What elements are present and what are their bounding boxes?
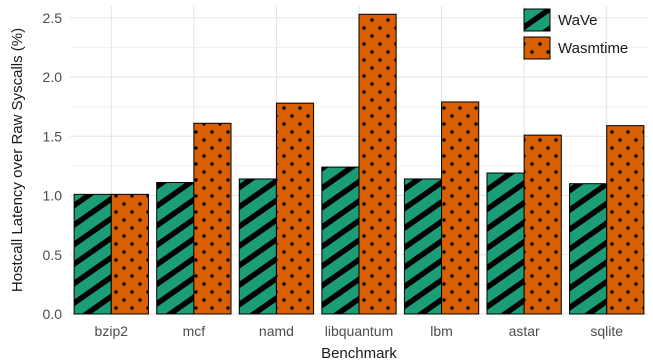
bar-wasmtime-bzip2: [110, 193, 149, 315]
y-tick-label: 0.0: [43, 306, 63, 322]
legend-label-wasmtime: Wasmtime: [558, 40, 628, 57]
y-tick-label: 2.0: [43, 69, 63, 85]
legend: WaVe Wasmtime: [523, 8, 628, 60]
bar-wave-bzip2: [73, 193, 112, 315]
legend-swatch-wasmtime: [523, 36, 551, 60]
x-tick-label: bzip2: [95, 323, 129, 339]
legend-label-wave: WaVe: [558, 12, 597, 29]
y-tick-label: 0.5: [43, 247, 63, 263]
x-axis-title: Benchmark: [321, 345, 397, 362]
x-tick-label: astar: [509, 323, 540, 339]
bar-wasmtime-libquantum: [358, 13, 397, 315]
x-tick-label: namd: [259, 323, 294, 339]
y-tick-label: 1.5: [43, 128, 63, 144]
legend-swatch-wave: [523, 8, 551, 32]
y-axis-title: Hostcall Latency over Raw Syscalls (%): [9, 28, 26, 292]
bar-wave-mcf: [156, 182, 195, 315]
bars: [73, 13, 645, 315]
bar-wasmtime-mcf: [193, 122, 232, 315]
bar-wave-namd: [238, 178, 277, 315]
y-tick-label: 1.0: [43, 188, 63, 204]
bar-wave-astar: [486, 172, 525, 315]
x-tick-label: lbm: [430, 323, 453, 339]
tick-labels: 0.0 0.5 1.0 1.5 2.0 2.5 bzip2 mcf namd libquantum…: [43, 10, 624, 339]
x-tick-label: sqlite: [590, 323, 623, 339]
bar-wasmtime-sqlite: [606, 125, 645, 315]
bar-wasmtime-namd: [275, 102, 315, 315]
bar-wave-libquantum: [321, 166, 360, 315]
bar-wave-lbm: [403, 178, 443, 315]
x-tick-label: libquantum: [325, 323, 394, 339]
y-tick-label: 2.5: [43, 10, 63, 26]
bar-wave-sqlite: [569, 183, 608, 315]
bar-wasmtime-astar: [523, 134, 562, 315]
bar-wasmtime-lbm: [441, 101, 480, 315]
x-tick-label: mcf: [183, 323, 206, 339]
